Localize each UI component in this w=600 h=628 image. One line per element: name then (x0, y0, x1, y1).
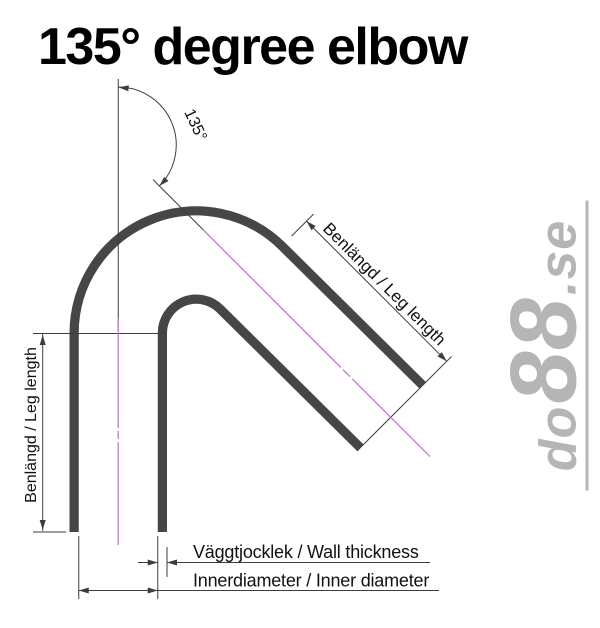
centerline-diagonal (202, 229, 431, 458)
watermark-se: .se (529, 219, 588, 296)
watermark-logo: do 88 .se (490, 200, 596, 491)
angle-diagonal-line (152, 179, 210, 236)
wall-thickness-label: Väggtjocklek / Wall thickness (193, 542, 419, 562)
leg-length-label-left: Benlängd / Leg length (23, 347, 40, 503)
arrowhead-id-left (78, 587, 89, 594)
dimension-lines (42, 86, 448, 591)
elbow-tube-bore (78, 215, 420, 532)
arrowheads (39, 85, 447, 594)
arrowhead-arc-bottom (159, 176, 169, 186)
arrowhead-leg-top (39, 335, 46, 345)
arrowhead-wall-inner (147, 559, 158, 566)
arrowhead-arc-top (118, 85, 129, 92)
angle-dimension-label: 135° (180, 107, 209, 144)
centerlines (117, 229, 431, 545)
watermark-do: do (529, 405, 588, 472)
angle-arc (118, 86, 177, 187)
diagonal-end-face-line (356, 356, 452, 452)
arrowhead-id-right (147, 587, 158, 594)
arrowhead-leg-bottom (39, 520, 46, 530)
diagonal-dim-extension-top (291, 213, 314, 237)
watermark-88: 88 (490, 297, 596, 404)
arrowhead-wall-outer (167, 559, 177, 566)
arrowhead-diag-top (306, 221, 316, 231)
inner-diameter-label: Innerdiameter / Inner diameter (193, 571, 429, 591)
diagram-title: 135° degree elbow (38, 18, 468, 76)
arrowhead-diag-bottom (437, 352, 447, 362)
leg-length-dim-line-diagonal (306, 220, 448, 362)
